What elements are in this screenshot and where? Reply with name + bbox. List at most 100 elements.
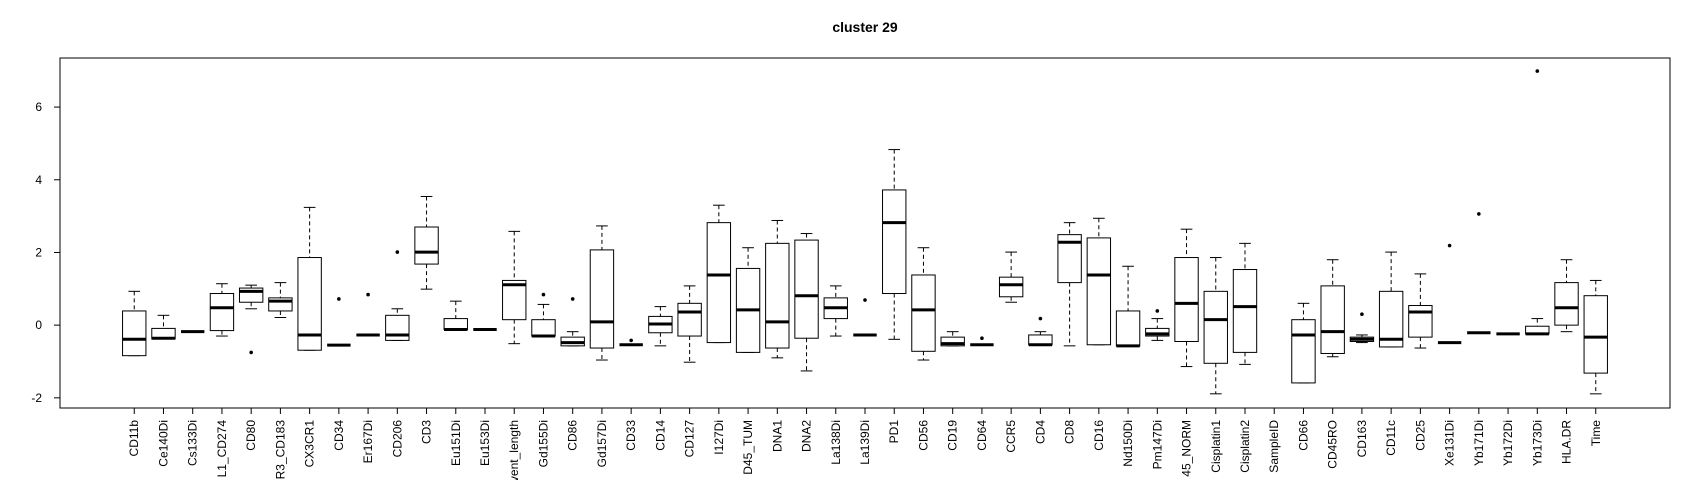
x-tick-label: DNA2 bbox=[800, 420, 814, 452]
x-tick-label: Yb171Di bbox=[1472, 420, 1486, 466]
y-tick-label: 4 bbox=[35, 173, 42, 187]
box bbox=[209, 293, 235, 332]
outlier bbox=[1038, 316, 1043, 321]
box bbox=[1554, 282, 1579, 326]
x-tick-label: Pm147Di bbox=[1150, 420, 1164, 469]
x-tick-label: CD80 bbox=[244, 420, 258, 451]
x-tick-label: CCR5 bbox=[1004, 420, 1018, 453]
x-tick-label: vent_length bbox=[507, 420, 521, 480]
box bbox=[1145, 327, 1170, 337]
x-tick-label: CD33 bbox=[624, 420, 638, 451]
x-tick-label: Gd157Di bbox=[595, 420, 609, 467]
x-tick-label: CD8 bbox=[1063, 420, 1077, 444]
x-tick-label: CD11c bbox=[1384, 420, 1398, 456]
x-tick-label: CD16 bbox=[1092, 420, 1106, 451]
box bbox=[911, 274, 936, 352]
box bbox=[122, 310, 147, 357]
outlier bbox=[1360, 312, 1364, 317]
outlier bbox=[337, 297, 341, 301]
box bbox=[297, 257, 322, 351]
x-tick-label: La139Di bbox=[858, 420, 872, 465]
x-tick-label: SampleID bbox=[1267, 420, 1281, 473]
x-tick-label: Eu151Di bbox=[449, 420, 463, 466]
box bbox=[706, 222, 732, 344]
x-tick-label: Xe131Di bbox=[1443, 420, 1457, 466]
x-tick-label: Cisplatin1 bbox=[1209, 420, 1223, 473]
box bbox=[1174, 257, 1199, 342]
x-tick-label: PD1 bbox=[887, 420, 901, 444]
x-tick-label: CD66 bbox=[1296, 420, 1310, 451]
box bbox=[385, 314, 410, 341]
box bbox=[414, 226, 439, 265]
x-tick-label: CD45RO bbox=[1326, 420, 1340, 469]
y-tick-label: -2 bbox=[31, 391, 42, 405]
box bbox=[882, 189, 907, 295]
box bbox=[940, 336, 965, 347]
box bbox=[589, 249, 615, 349]
x-tick-label: Time bbox=[1589, 420, 1603, 447]
outlier bbox=[863, 298, 867, 302]
x-tick-label: Cisplatin2 bbox=[1238, 420, 1252, 473]
box bbox=[443, 318, 468, 330]
x-tick-label: CD14 bbox=[653, 420, 667, 451]
x-tick-label: CX3CR1 bbox=[303, 420, 317, 468]
y-tick-label: 0 bbox=[35, 318, 42, 332]
outlier bbox=[629, 338, 633, 343]
box bbox=[1203, 290, 1228, 364]
x-tick-label: CD19 bbox=[946, 420, 960, 451]
outlier bbox=[1155, 309, 1160, 313]
x-tick-label: CD86 bbox=[566, 420, 580, 451]
box bbox=[531, 319, 556, 337]
box bbox=[765, 242, 790, 349]
x-tick-label: L1_CD274 bbox=[215, 420, 229, 478]
outlier bbox=[366, 292, 370, 297]
box bbox=[1583, 295, 1608, 374]
box bbox=[1232, 269, 1258, 353]
chart-title: cluster 29 bbox=[832, 19, 898, 35]
y-tick-label: 6 bbox=[35, 100, 42, 114]
outlier bbox=[249, 350, 253, 355]
box bbox=[1291, 319, 1316, 384]
x-tick-label: CD34 bbox=[332, 420, 346, 451]
x-tick-label: Nd150Di bbox=[1121, 420, 1135, 467]
box bbox=[1115, 310, 1141, 347]
x-tick-label: Gd155Di bbox=[536, 420, 550, 467]
x-tick-label: R3_CD183 bbox=[273, 420, 287, 480]
x-tick-label: CD206 bbox=[390, 420, 404, 458]
outlier bbox=[1447, 243, 1452, 248]
box bbox=[1320, 285, 1345, 354]
x-tick-label: Yb172Di bbox=[1501, 420, 1515, 466]
box bbox=[1378, 290, 1404, 348]
x-tick-label: CD127 bbox=[683, 420, 697, 458]
x-tick-label: DNA1 bbox=[770, 420, 784, 452]
x-tick-label: CD11b bbox=[127, 420, 141, 457]
box bbox=[998, 276, 1024, 298]
x-tick-label: Er167Di bbox=[361, 420, 375, 463]
x-tick-label: CD25 bbox=[1413, 420, 1427, 451]
x-tick-label: 45_NORM bbox=[1180, 420, 1194, 477]
x-tick-label: CD163 bbox=[1355, 420, 1369, 458]
y-tick-label: 2 bbox=[35, 245, 42, 259]
x-tick-label: Yb173Di bbox=[1530, 420, 1544, 466]
box bbox=[1408, 305, 1433, 338]
outlier bbox=[980, 336, 984, 341]
box bbox=[502, 279, 527, 321]
x-tick-label: CD56 bbox=[916, 420, 930, 451]
x-tick-label: HLA.DR bbox=[1560, 420, 1574, 464]
outlier bbox=[1535, 69, 1540, 73]
outlier bbox=[395, 250, 400, 254]
box bbox=[794, 239, 819, 339]
x-tick-label: Ce140Di bbox=[156, 420, 170, 467]
x-tick-label: CD3 bbox=[420, 420, 434, 444]
x-tick-label: La138Di bbox=[829, 420, 843, 465]
box bbox=[1086, 237, 1112, 346]
outlier bbox=[570, 297, 575, 301]
x-tick-label: I127Di bbox=[712, 420, 726, 455]
x-tick-label: CD4 bbox=[1033, 420, 1047, 444]
outlier bbox=[1477, 212, 1481, 216]
plot-frame bbox=[59, 57, 1671, 409]
x-tick-label: Eu153Di bbox=[478, 420, 492, 466]
x-tick-label: D45_TUM bbox=[741, 420, 755, 475]
